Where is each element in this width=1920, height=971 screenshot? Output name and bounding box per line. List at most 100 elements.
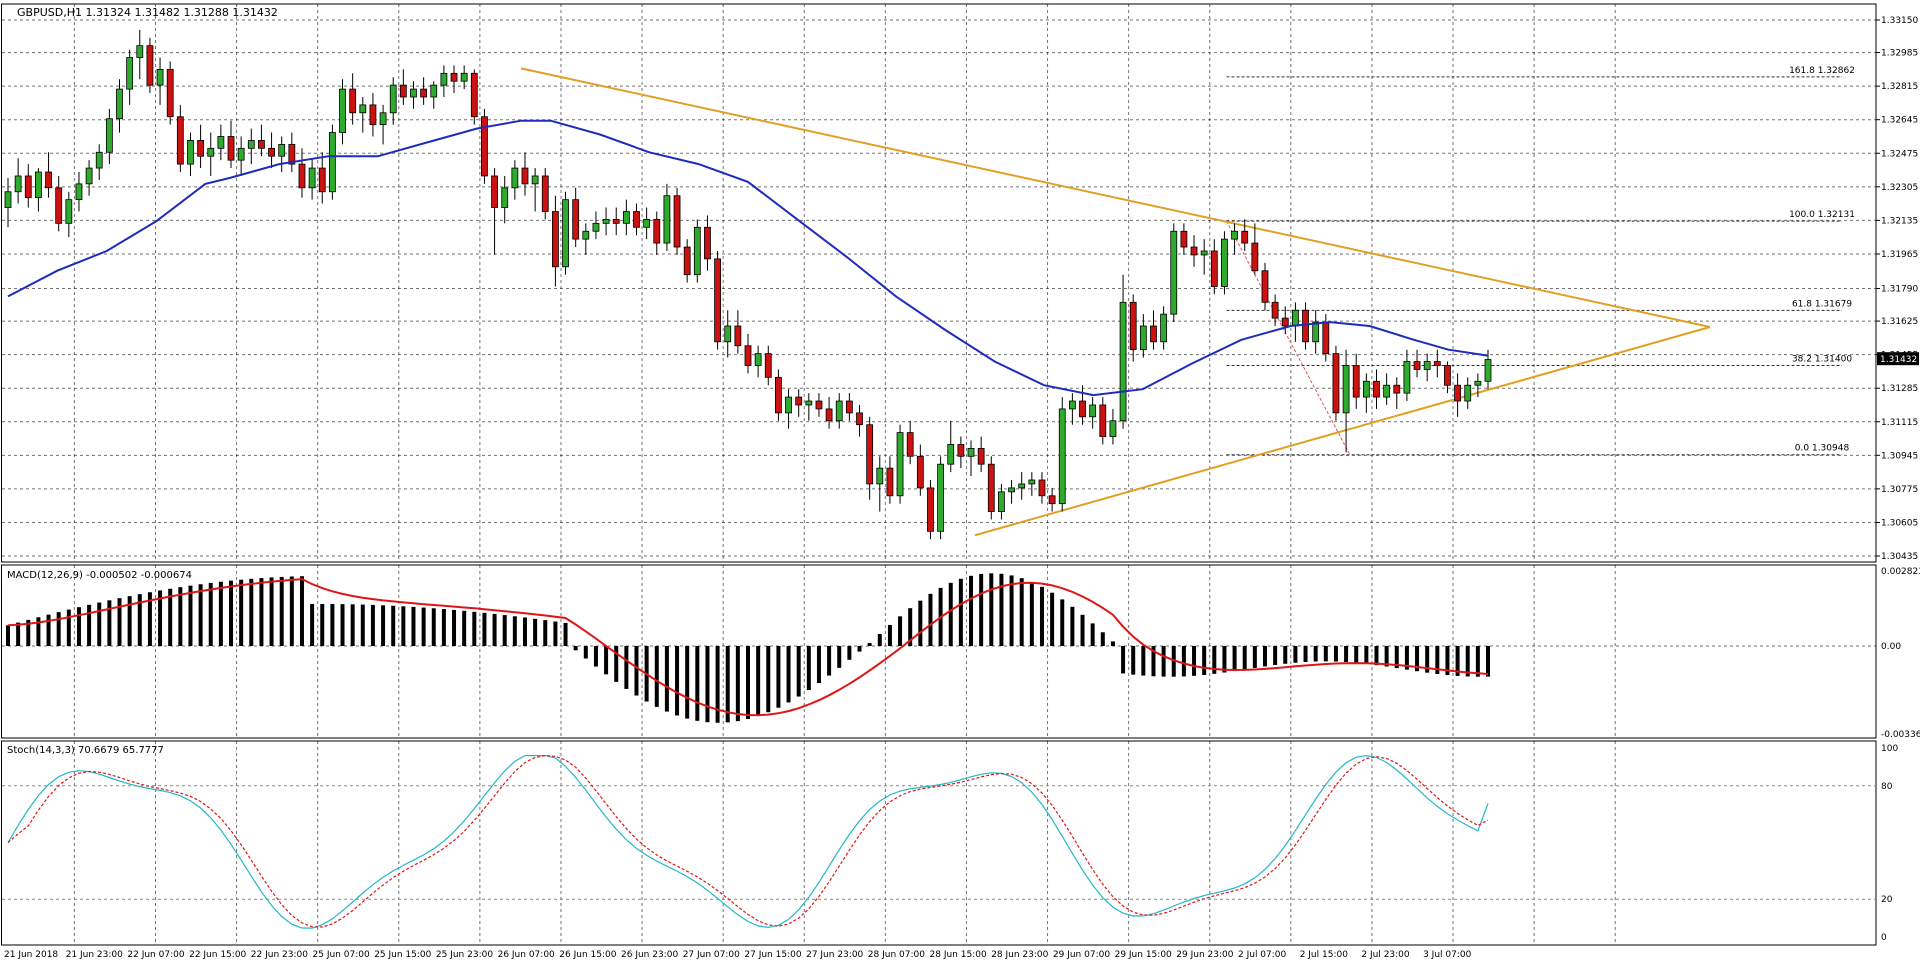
bearish-candle [45,171,52,189]
macd-bar [431,608,436,646]
macd-bar [107,600,112,646]
macd-title: MACD(12,26,9) -0.000502 -0.000674 [7,570,192,581]
bearish-candle [288,143,296,165]
macd-bar [310,604,315,646]
macd-bar [1293,646,1298,663]
macd-bar [198,584,203,646]
bullish-candle [602,218,610,224]
macd-bar [1009,575,1014,646]
bullish-candle [1119,301,1127,422]
bearish-candle [845,400,853,414]
bullish-candle [754,353,762,366]
bearish-candle [420,88,428,98]
bearish-candle [633,211,640,228]
bearish-candle [1129,301,1137,351]
macd-bar [26,619,31,646]
macd-bar [857,646,862,652]
macd-bar [87,604,92,646]
time-tick-label: 21 Jun 23:00 [66,950,123,960]
macd-bar [1161,646,1166,677]
panel-frame-1 [1,3,1877,563]
macd-bar [593,646,598,667]
bullish-candle [116,88,123,120]
price-tick-label: 1.30435 [1881,552,1918,562]
bearish-candle [399,84,407,98]
macd-bar [188,585,193,646]
bullish-candle [562,199,569,268]
macd-bar [381,605,386,646]
macd-bar [563,622,568,646]
bullish-candle [531,175,539,185]
macd-bar [1212,646,1217,674]
time-tick-label: 3 Jul 07:00 [1423,950,1472,960]
bearish-candle [1281,317,1289,327]
bullish-candle [359,104,367,114]
lower-trendline[interactable] [974,326,1711,537]
macd-bar [137,594,142,646]
bearish-candle [1079,400,1086,418]
macd-bar [877,633,882,646]
bearish-candle [744,345,752,366]
time-tick-label: 25 Jun 07:00 [313,950,370,960]
macd-bar [1121,646,1126,674]
bearish-candle [1271,301,1279,319]
bearish-candle [1454,384,1461,402]
bullish-candle [998,491,1005,512]
macd-bar [553,621,558,646]
bullish-candle [1109,420,1117,437]
bearish-candle [714,258,721,343]
macd-bar [1374,646,1379,666]
trendlines[interactable] [520,67,1711,537]
macd-bar [1273,646,1278,665]
bullish-candle [1139,325,1147,351]
macd-bar [999,573,1004,646]
macd-bar [624,646,629,689]
macd-bar [16,622,21,646]
bearish-candle [1150,325,1157,343]
macd-bar [46,614,51,646]
bearish-candle [683,246,691,276]
price-tick-label: 1.32815 [1881,82,1918,92]
bullish-candle [511,167,519,189]
bullish-candle [1484,359,1492,382]
macd-bar [867,643,872,646]
fib-diagonal[interactable] [1226,220,1351,455]
time-tick-label: 26 Jun 23:00 [621,950,678,960]
upper-trendline[interactable] [520,67,1711,328]
bearish-candle [146,45,154,86]
bearish-candle [825,408,833,422]
bearish-candle [916,455,924,489]
fibonacci-levels[interactable]: 161.8 1.32862 100.0 1.32131 61.8 1.31679 38… [1226,66,1855,456]
macd-bar [1404,646,1409,670]
macd-bar [573,646,578,651]
time-tick-label: 29 Jun 15:00 [1115,950,1172,960]
bearish-candle [957,444,965,457]
bullish-candle [1008,487,1015,493]
stoch-signal-line [7,754,1489,928]
macd-bar [56,612,61,646]
bullish-candle [1474,380,1482,386]
stochastic-indicator [7,754,1489,929]
bullish-candle [1383,384,1391,398]
bullish-candle [14,175,22,193]
current-price-box [1877,352,1919,366]
bullish-candle [105,118,113,153]
macd-bar [66,609,71,646]
macd-bar [117,598,122,646]
macd-bar [147,592,152,646]
bearish-candle [491,175,498,208]
macd-bar [1333,646,1338,662]
macd-bar [533,618,538,646]
macd-bar [1364,646,1369,664]
macd-signal-line [7,578,1489,717]
bullish-candle [785,396,792,414]
bearish-candle [1352,365,1360,398]
macd-bar [746,646,750,719]
macd-bar [1110,641,1115,646]
macd-bar [654,646,659,707]
macd-tick-label: -0.003362 [1881,730,1920,740]
bullish-candle [156,68,164,86]
macd-bar [1090,623,1095,646]
